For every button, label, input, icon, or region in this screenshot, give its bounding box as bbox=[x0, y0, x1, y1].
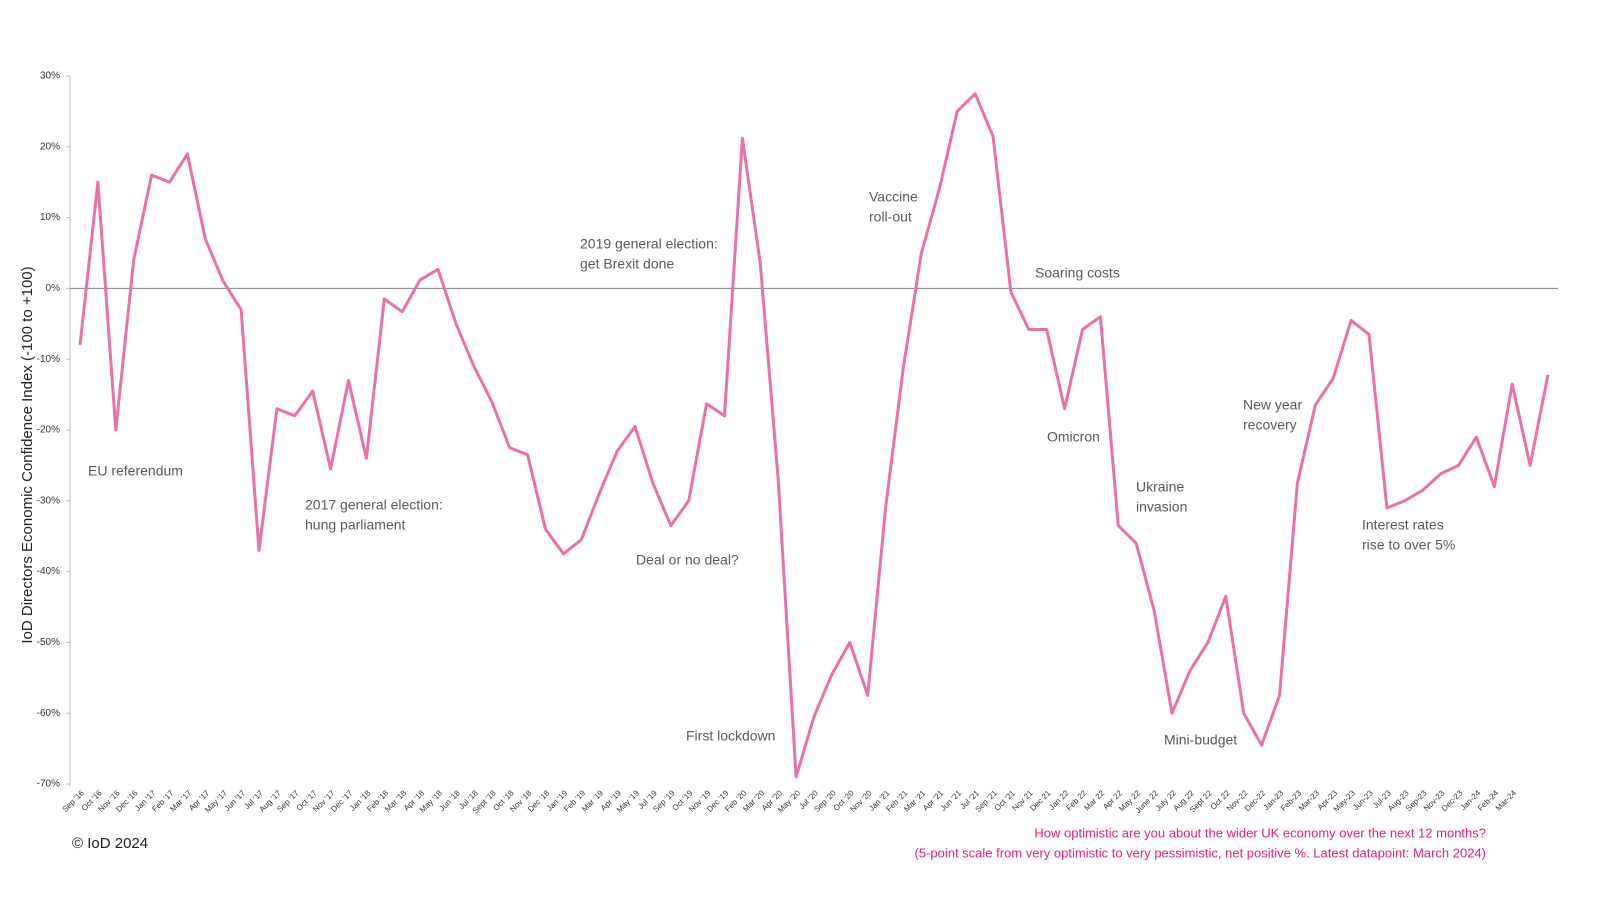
x-tick-label: Jun '18 bbox=[437, 788, 462, 813]
annotation: Soaring costs bbox=[1035, 265, 1120, 281]
x-tick-label: Mar 22 bbox=[1082, 788, 1106, 812]
annotation: Mini-budget bbox=[1164, 732, 1237, 748]
copyright: © IoD 2024 bbox=[72, 835, 148, 852]
y-tick-label: 10% bbox=[40, 212, 60, 223]
annotation: invasion bbox=[1136, 499, 1187, 515]
annotation: roll-out bbox=[869, 209, 912, 225]
y-tick-label: 30% bbox=[40, 71, 60, 82]
x-tick-label: Jun-23 bbox=[1351, 788, 1375, 812]
footnote: (5-point scale from very optimistic to v… bbox=[914, 845, 1486, 860]
y-axis-label: IoD Directors Economic Confidence Index … bbox=[19, 266, 36, 643]
annotation: 2019 general election: bbox=[580, 236, 718, 252]
annotation: Interest rates bbox=[1362, 517, 1444, 533]
annotation: EU referendum bbox=[88, 463, 183, 479]
annotation: New year bbox=[1243, 397, 1302, 413]
y-tick-label: 20% bbox=[40, 141, 60, 152]
y-tick-label: 0% bbox=[46, 283, 61, 294]
y-tick-label: -60% bbox=[37, 708, 60, 719]
y-tick-label: -50% bbox=[37, 637, 60, 648]
line-series bbox=[78, 92, 1550, 779]
annotation: First lockdown bbox=[686, 728, 775, 744]
annotation: get Brexit done bbox=[580, 256, 674, 272]
y-tick-label: -70% bbox=[37, 779, 60, 790]
annotation: recovery bbox=[1243, 417, 1297, 433]
y-tick-label: -10% bbox=[37, 354, 60, 365]
y-tick-label: -20% bbox=[37, 425, 60, 436]
annotation: hung parliament bbox=[305, 517, 406, 533]
annotation: Omicron bbox=[1047, 429, 1100, 445]
x-tick-label: Mar-24 bbox=[1494, 788, 1519, 813]
x-tick-label: Dec 21 bbox=[1028, 788, 1053, 813]
annotation: Vaccine bbox=[869, 189, 918, 205]
x-tick-label: Mar-23 bbox=[1297, 788, 1322, 813]
y-tick-label: -40% bbox=[37, 566, 60, 577]
y-tick-label: -30% bbox=[37, 495, 60, 506]
annotation: Ukraine bbox=[1136, 479, 1184, 495]
footnote: How optimistic are you about the wider U… bbox=[1034, 825, 1486, 840]
x-tick-label: Jun '21 bbox=[939, 788, 964, 813]
annotation: rise to over 5% bbox=[1362, 537, 1455, 553]
annotation: 2017 general election: bbox=[305, 497, 443, 513]
x-tick-label: Jun '17 bbox=[223, 788, 248, 813]
annotation: Deal or no deal? bbox=[636, 552, 739, 568]
